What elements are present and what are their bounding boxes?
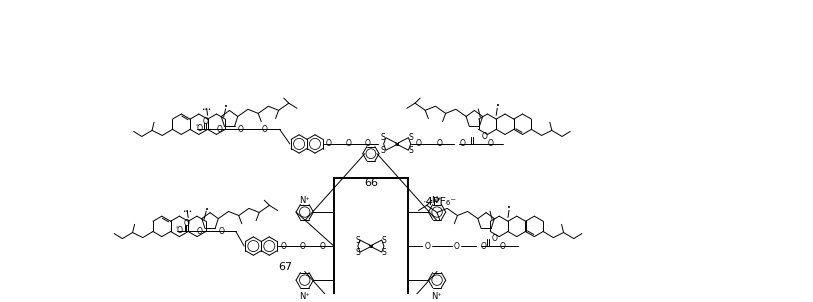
Text: •: • <box>496 103 500 109</box>
Text: O: O <box>424 242 430 251</box>
Text: ·4PF₆⁻: ·4PF₆⁻ <box>423 197 457 207</box>
Text: •••: ••• <box>182 209 192 214</box>
Text: O: O <box>415 140 421 149</box>
Text: •••: ••• <box>202 107 211 112</box>
Text: N⁺: N⁺ <box>299 292 311 301</box>
Text: O: O <box>365 140 371 149</box>
Text: O: O <box>459 140 465 149</box>
Text: O: O <box>481 132 488 141</box>
Text: O: O <box>183 219 189 228</box>
Text: •: • <box>205 207 209 213</box>
Text: •: • <box>224 104 228 111</box>
Text: N⁺: N⁺ <box>299 196 311 205</box>
Text: N⁺: N⁺ <box>432 196 442 205</box>
Text: O: O <box>346 140 351 149</box>
Text: O: O <box>320 242 325 251</box>
Text: O: O <box>480 242 487 251</box>
Text: O: O <box>219 227 224 236</box>
Text: O: O <box>326 140 332 149</box>
Text: O: O <box>197 227 202 236</box>
Text: O: O <box>454 242 459 251</box>
Text: O: O <box>300 242 306 251</box>
Text: S: S <box>355 236 360 245</box>
Text: S: S <box>382 236 387 245</box>
Text: S: S <box>380 133 385 142</box>
Text: 67: 67 <box>278 262 293 271</box>
Text: N⁺: N⁺ <box>432 292 442 301</box>
Text: 66: 66 <box>364 178 378 188</box>
Text: O: O <box>492 234 498 243</box>
Text: O: O <box>488 140 493 149</box>
Text: O: O <box>262 125 268 134</box>
Bar <box>334 178 408 302</box>
Text: O: O <box>202 117 209 126</box>
Text: S: S <box>355 248 360 257</box>
Text: •: • <box>507 205 511 211</box>
Text: O: O <box>237 125 244 134</box>
Text: O: O <box>499 242 505 251</box>
Text: O: O <box>280 242 286 251</box>
Text: S: S <box>382 248 387 257</box>
Text: S: S <box>409 133 414 142</box>
Text: 'O: 'O <box>176 226 184 235</box>
Text: O: O <box>216 125 222 134</box>
Text: O: O <box>437 140 443 149</box>
Text: S: S <box>380 146 385 155</box>
Text: S: S <box>409 146 414 155</box>
Text: 'O: 'O <box>195 124 203 133</box>
